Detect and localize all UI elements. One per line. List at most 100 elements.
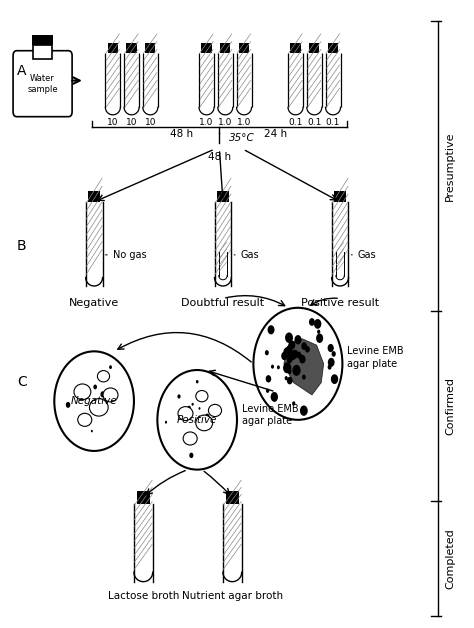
Text: Completed: Completed bbox=[445, 528, 455, 588]
Circle shape bbox=[328, 364, 332, 370]
Circle shape bbox=[191, 403, 194, 406]
Circle shape bbox=[300, 406, 308, 416]
Bar bbox=[127, 43, 137, 53]
Bar bbox=[309, 43, 319, 53]
Circle shape bbox=[189, 453, 193, 458]
Text: A: A bbox=[17, 64, 27, 78]
Circle shape bbox=[188, 406, 191, 410]
Circle shape bbox=[91, 430, 93, 432]
Circle shape bbox=[283, 347, 291, 357]
Text: 1.0: 1.0 bbox=[237, 118, 251, 127]
Circle shape bbox=[317, 330, 320, 334]
Ellipse shape bbox=[209, 404, 221, 416]
Text: Confirmed: Confirmed bbox=[445, 377, 455, 435]
Text: C: C bbox=[17, 376, 27, 389]
Circle shape bbox=[289, 350, 296, 360]
Circle shape bbox=[277, 365, 280, 369]
Bar bbox=[291, 43, 301, 53]
Circle shape bbox=[288, 370, 291, 374]
Circle shape bbox=[100, 391, 105, 398]
Text: 10: 10 bbox=[145, 118, 156, 127]
Circle shape bbox=[301, 342, 307, 350]
Circle shape bbox=[328, 358, 335, 367]
Circle shape bbox=[288, 340, 295, 350]
Text: 24 h: 24 h bbox=[264, 129, 287, 139]
Circle shape bbox=[177, 394, 181, 399]
Bar bbox=[239, 43, 249, 53]
Text: B: B bbox=[17, 239, 27, 252]
Text: Levine EMB: Levine EMB bbox=[242, 404, 298, 414]
Text: 1.0: 1.0 bbox=[218, 118, 232, 127]
Circle shape bbox=[271, 365, 274, 369]
Circle shape bbox=[302, 374, 306, 379]
Bar bbox=[220, 43, 230, 53]
Text: 0.1: 0.1 bbox=[307, 118, 321, 127]
Text: Lactose broth: Lactose broth bbox=[108, 591, 179, 601]
Bar bbox=[33, 45, 52, 59]
Ellipse shape bbox=[90, 399, 108, 416]
Circle shape bbox=[93, 384, 97, 389]
Text: Negative: Negative bbox=[71, 396, 118, 406]
Circle shape bbox=[298, 354, 302, 359]
Circle shape bbox=[196, 380, 199, 384]
Bar bbox=[88, 191, 100, 202]
Ellipse shape bbox=[55, 351, 134, 451]
FancyBboxPatch shape bbox=[13, 51, 72, 117]
Circle shape bbox=[85, 393, 89, 398]
Circle shape bbox=[305, 346, 310, 352]
Ellipse shape bbox=[97, 371, 109, 382]
Bar bbox=[201, 43, 212, 53]
Bar bbox=[328, 43, 338, 53]
Circle shape bbox=[285, 332, 293, 343]
Text: 35°C: 35°C bbox=[229, 134, 255, 143]
Circle shape bbox=[66, 402, 70, 408]
Circle shape bbox=[294, 335, 301, 344]
Circle shape bbox=[292, 401, 295, 406]
Circle shape bbox=[202, 428, 204, 431]
Circle shape bbox=[283, 362, 292, 374]
Circle shape bbox=[271, 392, 278, 402]
Circle shape bbox=[297, 352, 301, 357]
Text: 48 h: 48 h bbox=[208, 152, 231, 162]
Circle shape bbox=[199, 407, 201, 409]
Circle shape bbox=[281, 352, 287, 360]
Text: Nutrient agar broth: Nutrient agar broth bbox=[182, 591, 283, 601]
Text: Gas: Gas bbox=[234, 250, 259, 260]
Circle shape bbox=[292, 350, 299, 359]
Circle shape bbox=[331, 351, 336, 357]
Circle shape bbox=[265, 350, 269, 355]
Circle shape bbox=[299, 355, 306, 364]
Circle shape bbox=[309, 318, 315, 326]
Text: Positive: Positive bbox=[177, 415, 218, 425]
Circle shape bbox=[187, 415, 191, 420]
Ellipse shape bbox=[183, 432, 197, 445]
Circle shape bbox=[292, 365, 301, 376]
Ellipse shape bbox=[178, 406, 193, 421]
Circle shape bbox=[328, 344, 334, 352]
Circle shape bbox=[287, 356, 292, 364]
Circle shape bbox=[287, 377, 292, 384]
Circle shape bbox=[265, 375, 271, 382]
Circle shape bbox=[285, 376, 288, 381]
Text: Gas: Gas bbox=[351, 250, 376, 260]
Bar bbox=[137, 491, 150, 504]
Text: Positive result: Positive result bbox=[301, 298, 379, 308]
Bar bbox=[217, 191, 229, 202]
Text: agar plate: agar plate bbox=[347, 359, 397, 369]
Text: 10: 10 bbox=[107, 118, 118, 127]
Circle shape bbox=[83, 414, 86, 419]
Circle shape bbox=[288, 369, 292, 374]
Bar bbox=[108, 43, 118, 53]
Circle shape bbox=[272, 394, 277, 402]
Circle shape bbox=[266, 389, 269, 393]
Circle shape bbox=[104, 399, 107, 404]
Circle shape bbox=[286, 345, 292, 354]
Text: agar plate: agar plate bbox=[242, 416, 292, 426]
Text: 10: 10 bbox=[126, 118, 137, 127]
Circle shape bbox=[268, 325, 274, 334]
Ellipse shape bbox=[78, 413, 92, 426]
Bar bbox=[145, 43, 155, 53]
Text: Negative: Negative bbox=[69, 298, 119, 308]
Text: 0.1: 0.1 bbox=[288, 118, 303, 127]
Text: Water
sample: Water sample bbox=[27, 73, 58, 94]
